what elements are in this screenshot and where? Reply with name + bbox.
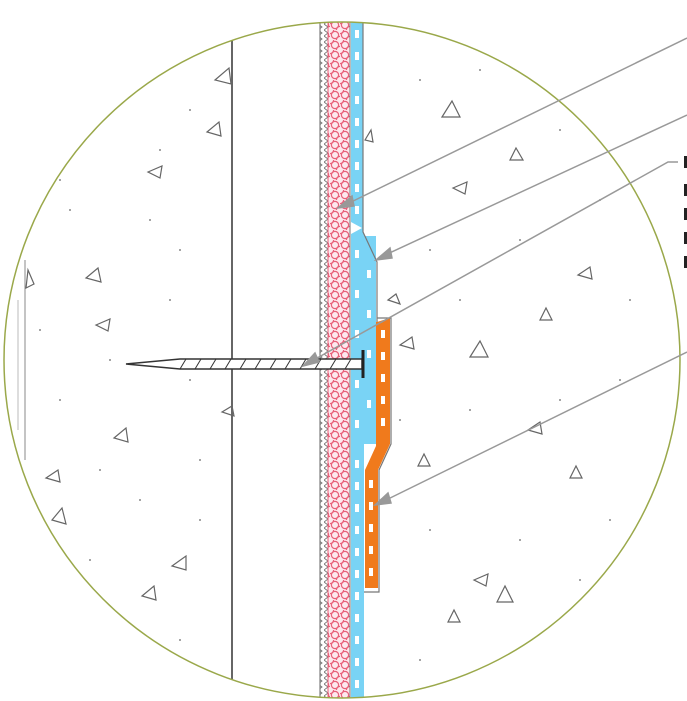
mechanical-fastener — [125, 350, 365, 378]
protection-layer — [364, 69, 631, 661]
detail-circle — [3, 21, 681, 699]
leader-lines — [300, 37, 687, 507]
bonding-layer — [320, 22, 328, 698]
callout-labels — [684, 156, 687, 268]
callout-marker — [684, 156, 687, 168]
callout-marker — [684, 208, 687, 220]
callout-marker — [684, 256, 687, 268]
callout-marker — [684, 232, 687, 244]
concrete-wall — [17, 22, 235, 698]
callout-marker — [684, 184, 687, 196]
